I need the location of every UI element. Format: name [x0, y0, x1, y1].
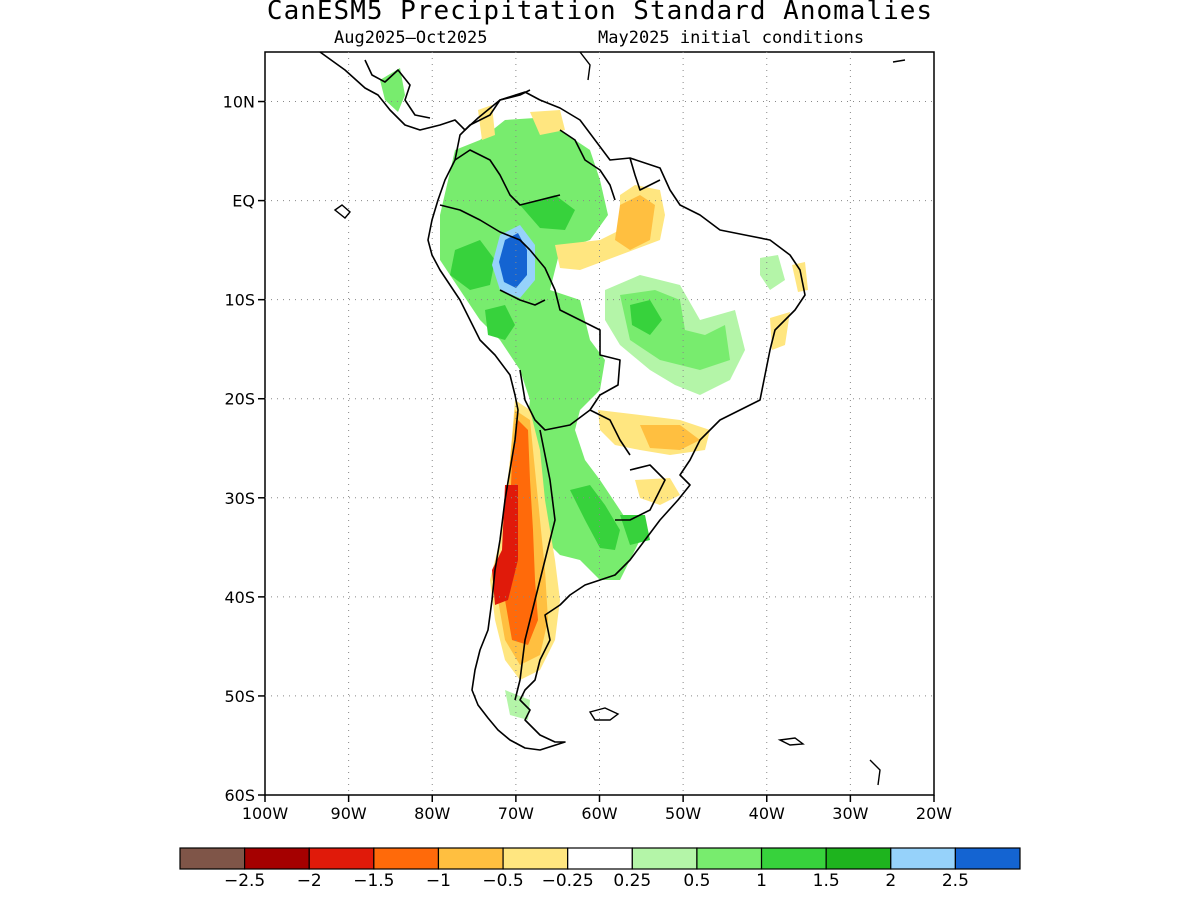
colorbar-label: −1.5: [353, 871, 394, 891]
lat-tick-label: 50S: [224, 687, 255, 706]
anomaly-region: [760, 255, 785, 290]
colorbar-swatch: [696, 847, 763, 870]
lon-tick-label: 80W: [414, 804, 450, 823]
south-sandwich: [869, 759, 881, 786]
map-title: CanESM5 Precipitation Standard Anomalies: [266, 0, 934, 26]
anomaly-region: [485, 305, 515, 340]
country-border: [529, 249, 621, 411]
colorbar-swatch: [954, 847, 1021, 870]
colorbar-swatch: [502, 847, 569, 870]
colorbar-label: −0.25: [542, 871, 594, 891]
colorbar-label: 1.5: [813, 871, 840, 891]
lon-tick-label: 20W: [916, 804, 952, 823]
lon-tick-label: 90W: [331, 804, 367, 823]
fernando-de-noronha: [892, 59, 906, 63]
colorbar-label: −2: [297, 871, 322, 891]
colorbar-swatch: [760, 847, 827, 870]
south-america-outline: [427, 91, 806, 751]
central-america-coast: [364, 59, 431, 119]
country-border: [559, 129, 616, 201]
lon-tick-label: 30W: [832, 804, 868, 823]
colorbar-swatch: [890, 847, 956, 870]
country-border: [519, 369, 631, 456]
anomaly-region: [505, 690, 530, 720]
colorbar-label: 1: [756, 871, 767, 891]
lat-tick-label: 10S: [224, 291, 255, 310]
anomaly-region: [440, 118, 640, 580]
anomaly-region: [792, 262, 808, 292]
galapagos-islands: [333, 204, 351, 219]
central-america-coast: [319, 51, 531, 131]
anomaly-region: [499, 233, 527, 288]
islands: [333, 51, 906, 786]
anomaly-region: [620, 515, 650, 545]
south-georgia: [777, 737, 805, 746]
colorbar: −2.5 −2 −1.5 −1 −0.5 −0.25 0.25 0.5 1 1.5 2 2.5: [179, 847, 1021, 891]
anomaly-region: [380, 68, 405, 112]
colorbar-swatch: [244, 847, 310, 870]
anomaly-region: [630, 300, 662, 335]
colorbar-swatch: [631, 847, 698, 870]
country-border: [615, 464, 666, 521]
forecast-period: Aug2025–Oct2025: [334, 28, 488, 48]
lat-tick-label: 20S: [224, 390, 255, 409]
coastlines: [319, 51, 806, 751]
country-border: [514, 429, 556, 701]
anomaly-region: [570, 485, 620, 550]
lat-tick-label: 60S: [224, 786, 255, 805]
country-border: [439, 204, 531, 251]
lat-tick-label: 30S: [224, 489, 255, 508]
anomaly-region: [492, 485, 518, 605]
colorbar-label: 0.5: [683, 871, 710, 891]
lon-tick-label: 100W: [242, 804, 289, 823]
anomaly-region: [640, 425, 700, 450]
country-border: [629, 157, 661, 191]
anomaly-region: [505, 420, 538, 645]
colorbar-swatch: [373, 847, 440, 870]
colorbar-swatch: [437, 847, 504, 870]
colorbar-label: 0.25: [613, 871, 651, 891]
anomaly-region: [615, 195, 655, 250]
anomaly-region: [635, 478, 680, 505]
anomaly-region: [530, 110, 565, 135]
country-border: [454, 149, 561, 206]
lon-tick-label: 70W: [498, 804, 534, 823]
anomaly-shading: [380, 68, 808, 720]
lat-tick-label: 10N: [223, 93, 255, 112]
lon-tick-label: 50W: [665, 804, 701, 823]
colorbar-label: 2: [885, 871, 896, 891]
colorbar-label: −1: [426, 871, 451, 891]
lon-tick-label: 60W: [581, 804, 617, 823]
colorbar-swatch: [308, 847, 375, 870]
colorbar-swatch: [825, 847, 892, 870]
anomaly-region: [520, 195, 575, 230]
colorbar-swatch: [179, 847, 246, 870]
falkland-islands: [588, 707, 620, 721]
colorbar-label: −0.5: [482, 871, 523, 891]
lat-tick-label: 40S: [224, 588, 255, 607]
anomaly-region: [770, 312, 790, 350]
lon-tick-label: 40W: [749, 804, 785, 823]
colorbar-label: 2.5: [942, 871, 969, 891]
caribbean-islands: [579, 51, 591, 81]
colorbar-swatch: [567, 847, 633, 870]
country-border: [499, 289, 546, 306]
initial-conditions: May2025 initial conditions: [598, 28, 865, 48]
lat-tick-label: EQ: [232, 192, 255, 211]
anomaly-region: [450, 240, 495, 290]
colorbar-label: −2.5: [224, 871, 265, 891]
